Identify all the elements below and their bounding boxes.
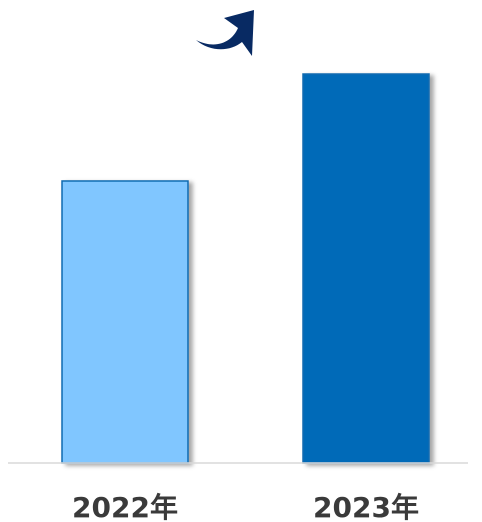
tick-label-2023: 2023年: [313, 491, 419, 522]
bar-2023: [302, 73, 430, 464]
bar-2022: [61, 180, 189, 464]
category-labels: 2022年 2023年: [72, 491, 419, 522]
tick-label-2022: 2022年: [72, 491, 178, 522]
bars-layer: [61, 73, 430, 464]
curved-up-arrow-icon: [196, 10, 254, 56]
